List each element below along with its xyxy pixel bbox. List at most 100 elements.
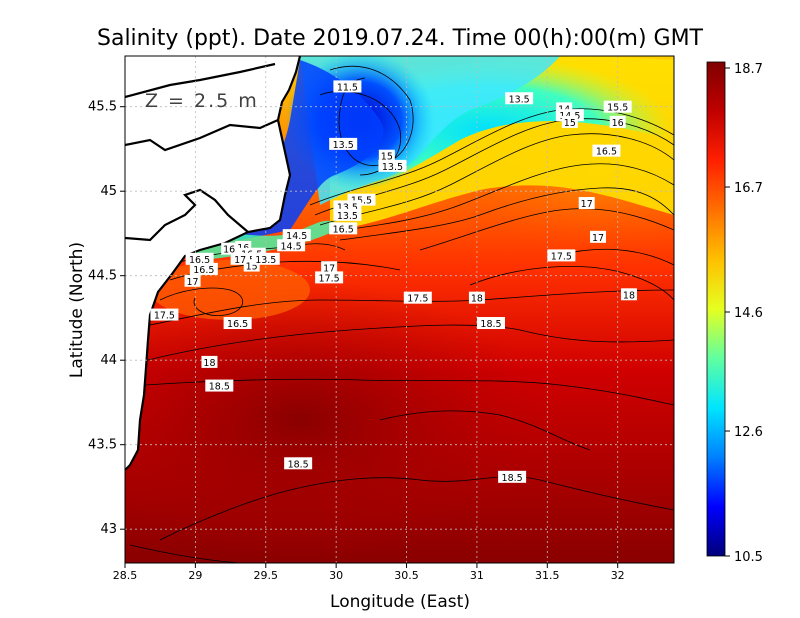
contour-label: 16.5 [329,222,358,235]
contour-label-bg [329,137,358,150]
contour-label: 17.5 [150,308,179,322]
contour-label-text: 15 [246,262,258,273]
contour-label-bg [223,317,252,330]
y-tick-label: 43.5 [88,438,117,453]
x-axis-ticks: 28.5 29 29.5 30 30.5 31 31.5 32 [113,563,625,582]
contour-label-text: 15 [381,152,393,163]
contour-label: 18.5 [477,317,505,330]
contour-label-bg [498,470,527,483]
contour-label: 18 [201,355,218,369]
contour-label-text: 16 [612,118,624,129]
x-tick-label: 30.5 [394,569,419,582]
contour-label-bg [592,144,621,157]
contour-label-text: 17.5 [407,294,428,305]
contour-label-text: 18.5 [502,473,523,484]
y-tick-label: 45 [100,184,117,199]
contour-label: 16 [609,115,626,129]
depth-annotation: Z = 2.5 m [145,90,259,112]
contour-label-text: 13.5 [337,211,358,222]
land-mask [125,56,302,471]
contour-label: 18 [468,291,485,305]
contour-label: 11.5 [333,80,362,93]
x-tick-label: 30 [329,569,343,582]
contour-label-text: 16.5 [189,255,210,266]
contour-label-text: 16.5 [596,147,617,158]
contour-label: 13.5 [505,92,534,105]
contour-label-bg [150,308,179,321]
colorbar [706,61,726,557]
contour-label-text: 15 [564,118,576,129]
contour-label-bg [378,159,407,172]
contour-label-bg [477,317,505,330]
x-tick-label: 32 [611,569,625,582]
contour-label: 14.5 [277,239,306,252]
contour-label-text: 16 [223,245,235,256]
contour-label-text: 16.5 [193,265,214,276]
contour-label-bg [251,252,280,265]
contour-label-text: 13.5 [333,140,354,151]
contour-label: 16.5 [592,144,621,158]
contour-label-text: 16.5 [227,319,248,330]
contour-label-bg [329,222,358,235]
contour-label: 13.5 [251,252,280,266]
x-tick-label: 29.5 [254,569,279,582]
contour-label-text: 18.5 [209,382,230,393]
contour-label: 15 [561,115,578,129]
plot-frame [124,55,675,564]
contour-label-text: 17.5 [319,273,340,284]
colorbar-tick-label: 10.5 [734,550,763,565]
contour-label: 15.5 [603,100,632,114]
contour-label: 16.5 [185,252,214,266]
contour-label-text: 18 [623,290,635,301]
contour-label-text: 15.5 [607,103,628,114]
contour-label: 14.5 [282,229,311,242]
contour-label-text: 16.5 [333,224,354,235]
contour-label-text: 13.5 [382,162,403,173]
salinity-field [125,56,674,563]
contour-label-bg [547,249,576,262]
contour-label-bg [505,92,534,105]
contour-label: 17 [589,230,606,244]
x-tick-label: 31 [470,569,484,582]
contour-label: 13.5 [329,137,358,151]
y-tick-label: 43 [100,522,117,537]
contour-label-bg [201,355,218,368]
contour-label-text: 17 [187,277,199,288]
y-tick-label: 45.5 [88,100,117,115]
contour-label-bg [277,239,306,252]
contour-label-bg [221,242,238,255]
contour-label-bg [620,288,637,301]
contour-label-bg [589,230,606,243]
colorbar-tick-label: 12.6 [734,425,763,440]
contour-label-bg [333,80,362,93]
contour-label-text: 14.5 [286,231,307,242]
x-tick-label: 31.5 [535,569,560,582]
contour-label-text: 17.5 [551,251,572,262]
x-tick-label: 28.5 [113,569,138,582]
contour-label-text: 17 [592,233,604,244]
y-axis-label: Latitude (North) [67,242,87,378]
contour-label-text: 15.5 [351,196,372,207]
contour-label-text: 18 [203,358,215,369]
contour-label-bg [561,115,578,128]
contour-label: 18.5 [498,470,527,484]
contour-label: 16.5 [223,317,252,330]
y-tick-label: 44 [100,353,117,368]
contour-labels: 11.513.51414.51515.51616.513.51513.515.5… [150,80,637,484]
contour-label-text: 17.5 [154,311,175,322]
contour-label-bg [315,271,344,284]
contour-label-bg [185,252,214,265]
contour-label-bg [378,149,395,162]
contour-label-bg [609,115,626,128]
contour-label-text: 18.5 [480,319,501,330]
y-axis-ticks: 43 43.5 44 44.5 45 45.5 [88,100,125,537]
contour-label-bg [189,262,218,275]
x-tick-label: 29 [188,569,202,582]
contour-label: 13.5 [333,208,362,222]
contour-label-text: 14.5 [281,241,302,252]
contour-label-bg [230,252,259,265]
contour-label-text: 13.5 [255,255,276,266]
contour-label-text: 18 [471,294,483,305]
contour-label: 17 [184,274,201,288]
contour-label: 16 [221,242,238,256]
